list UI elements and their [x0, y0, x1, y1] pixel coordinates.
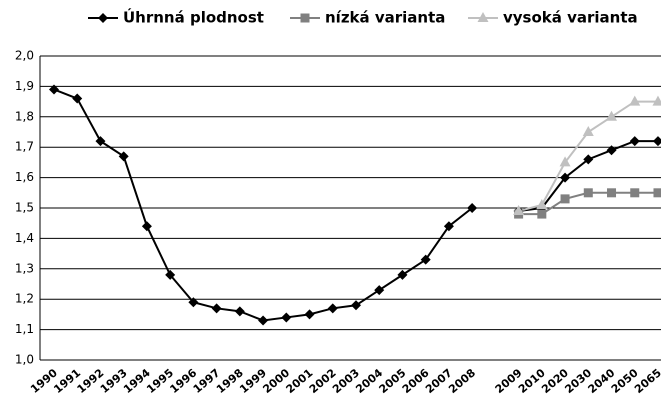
- marker: [629, 95, 641, 106]
- marker: [559, 156, 571, 167]
- marker: [652, 136, 661, 147]
- y-tick-label: 1,4: [15, 231, 34, 245]
- y-tick-label: 1,3: [15, 261, 34, 275]
- marker: [536, 198, 548, 209]
- marker: [537, 209, 547, 219]
- marker: [118, 151, 129, 162]
- marker: [397, 269, 408, 280]
- x-tick-label: 2008: [446, 366, 478, 396]
- y-tick-label: 1,8: [15, 109, 34, 123]
- marker: [234, 306, 245, 317]
- marker: [606, 110, 618, 121]
- y-tick-label: 1,7: [15, 140, 34, 154]
- marker: [443, 221, 454, 232]
- marker: [583, 154, 594, 165]
- y-tick-label: 1,9: [15, 79, 34, 93]
- marker: [327, 303, 338, 314]
- marker: [258, 315, 269, 326]
- x-tick-label: 2065: [632, 366, 661, 396]
- marker: [49, 84, 59, 95]
- marker: [420, 254, 431, 265]
- legend-label: vysoká varianta: [503, 9, 638, 27]
- y-tick-label: 1,6: [15, 170, 34, 184]
- marker: [141, 221, 152, 232]
- y-tick-label: 2,0: [15, 49, 34, 63]
- marker: [583, 188, 593, 198]
- marker: [211, 303, 222, 314]
- marker: [188, 297, 199, 308]
- marker: [72, 93, 83, 104]
- marker: [467, 203, 478, 213]
- marker: [652, 95, 661, 106]
- y-tick-label: 1,0: [15, 353, 34, 367]
- marker: [477, 12, 489, 22]
- marker: [582, 126, 594, 136]
- marker: [630, 188, 640, 198]
- legend-label: nízká varianta: [325, 9, 445, 27]
- marker: [165, 269, 176, 280]
- marker: [560, 194, 570, 204]
- y-tick-label: 1,1: [15, 322, 34, 336]
- marker: [629, 136, 640, 147]
- marker: [281, 312, 292, 323]
- y-tick-label: 1,2: [15, 292, 34, 306]
- marker: [95, 136, 106, 147]
- marker: [653, 188, 661, 198]
- marker: [300, 13, 310, 23]
- marker: [350, 300, 361, 311]
- legend-label: Úhrnná plodnost: [123, 8, 264, 27]
- marker: [607, 188, 617, 198]
- marker: [98, 13, 108, 23]
- marker: [304, 309, 315, 320]
- series-line: [53, 88, 658, 322]
- marker: [513, 205, 525, 216]
- y-tick-label: 1,5: [15, 201, 34, 215]
- marker: [606, 145, 617, 156]
- marker: [560, 172, 571, 183]
- marker: [374, 285, 385, 296]
